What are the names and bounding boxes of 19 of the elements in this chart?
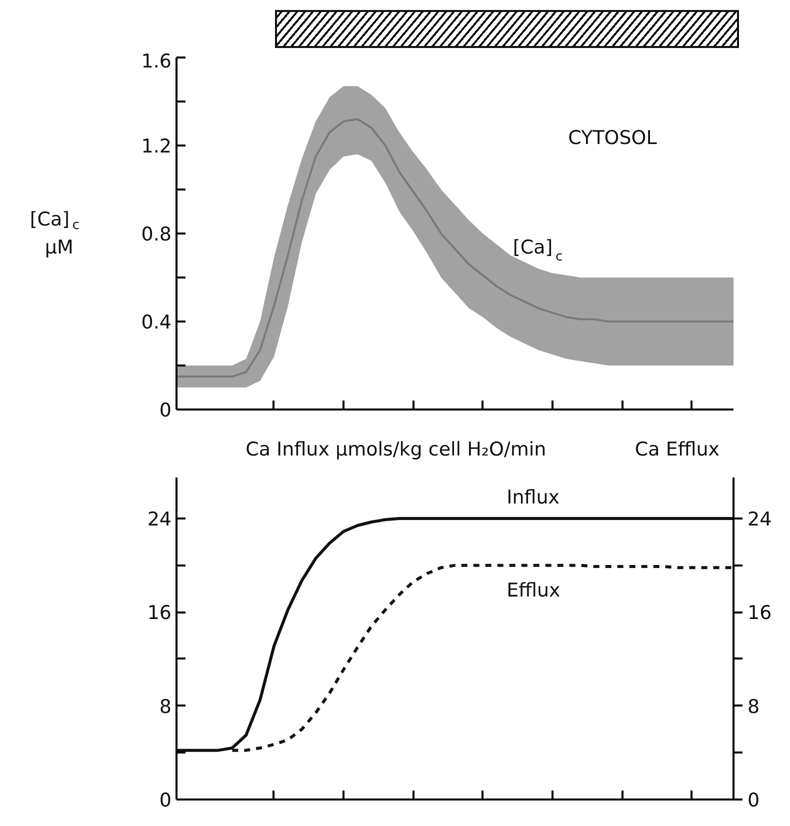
series-label: Efflux xyxy=(506,579,560,602)
y2-tick-label: 8 xyxy=(748,696,760,718)
annotation: CYTOSOL xyxy=(568,127,658,150)
y2-tick-label: 24 xyxy=(748,508,772,530)
series-label: Influx xyxy=(506,486,560,508)
y-tick-label: 0.8 xyxy=(141,224,172,246)
y-tick-label: 24 xyxy=(147,508,172,530)
y-tick-label: 0.4 xyxy=(141,312,172,334)
y-tick-label: 16 xyxy=(147,602,172,624)
y-tick-label: 1.6 xyxy=(141,50,172,72)
y-axis-title: Ca Influx μmols/kg cell H₂O/min xyxy=(246,438,546,461)
y2-tick-label: 0 xyxy=(748,790,760,812)
y-tick-label: 1.2 xyxy=(141,136,172,158)
y2-tick-label: 16 xyxy=(748,602,772,624)
y-tick-label: 8 xyxy=(159,696,172,718)
line-series xyxy=(176,516,734,752)
y-tick-label: 0 xyxy=(159,400,172,422)
y2-axis-title: Ca Efflux xyxy=(634,438,720,461)
y-tick-label: 0 xyxy=(159,790,172,812)
